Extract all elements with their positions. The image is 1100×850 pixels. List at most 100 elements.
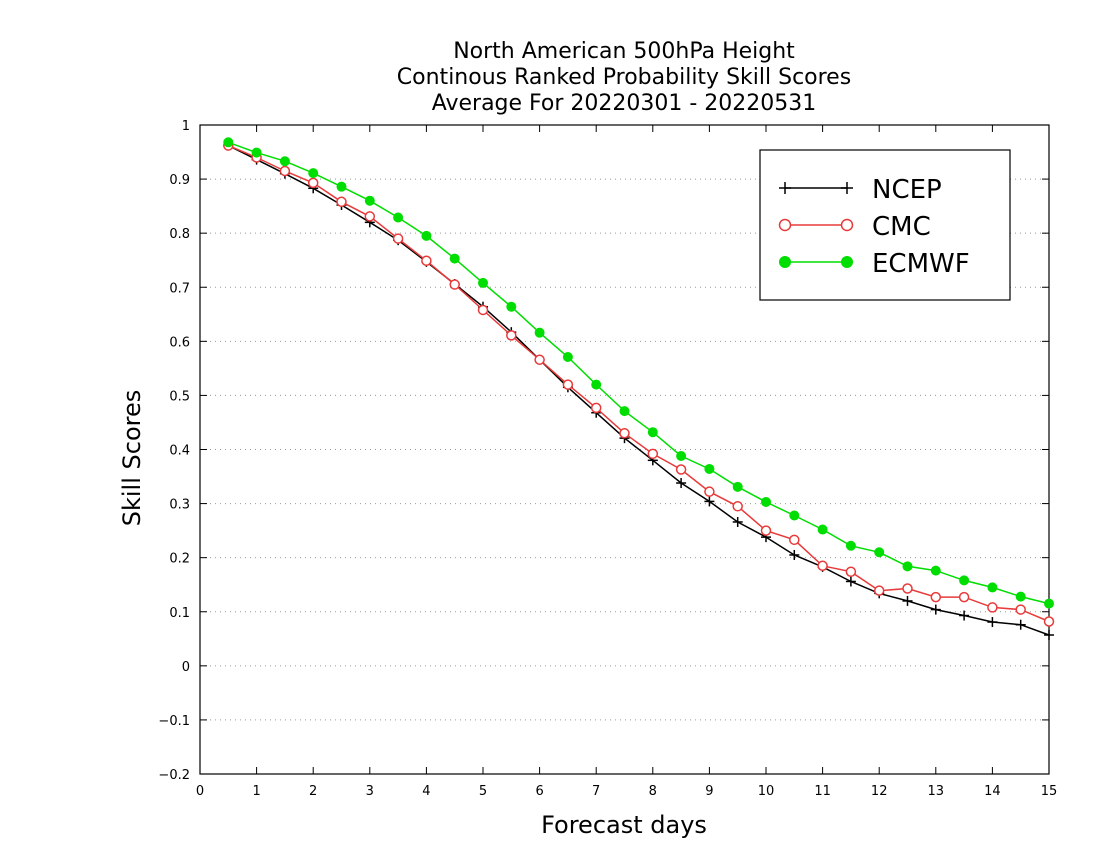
filled-circle-marker: [421, 230, 432, 241]
open-circle-marker: [1043, 616, 1055, 627]
y-tick-label: 0: [182, 660, 190, 675]
open-circle-marker: [704, 486, 715, 497]
legend: NCEP CMC ECMWF: [759, 149, 1011, 301]
y-tick-label: 1: [182, 119, 190, 134]
filled-circle-marker: [959, 575, 970, 586]
y-tick-label: −0.2: [158, 768, 190, 783]
x-tick-label: 14: [984, 784, 1001, 799]
y-tick-label: −0.1: [158, 714, 190, 729]
y-tick-label: 0.3: [169, 498, 190, 513]
chart-title-line-3: Average For 20220301 - 20220531: [432, 91, 817, 116]
x-axis: 0 1 2 3 4 5 6 7 8 9 10 11 12 13 14 15: [196, 125, 1057, 799]
filled-circle-marker: [845, 540, 856, 551]
legend-item-ncep: NCEP: [779, 175, 942, 205]
x-tick-label: 4: [422, 784, 430, 799]
x-tick-label: 6: [535, 784, 543, 799]
plus-marker: [930, 604, 941, 615]
series-ecmwf: [223, 137, 1054, 609]
plus-marker: [704, 496, 715, 507]
open-circle-marker: [760, 525, 772, 536]
open-circle-marker: [873, 585, 885, 596]
filled-circle-marker: [761, 496, 771, 507]
open-circle-marker: [477, 304, 489, 316]
y-axis-label: Skill Scores: [118, 390, 146, 527]
legend-label: NCEP: [872, 175, 942, 205]
y-tick-label: 0.7: [169, 281, 190, 296]
open-circle-marker: [421, 255, 432, 266]
x-tick-label: 3: [366, 784, 374, 799]
x-tick-label: 7: [592, 784, 600, 799]
open-circle-marker: [506, 330, 517, 341]
filled-circle-marker: [647, 427, 658, 438]
x-tick-label: 1: [252, 784, 260, 799]
y-tick-label: 0.6: [169, 335, 190, 350]
plus-marker: [845, 576, 856, 587]
legend-label: ECMWF: [872, 249, 970, 279]
legend-label: CMC: [872, 212, 931, 242]
open-circle-marker: [930, 591, 942, 603]
filled-circle-marker: [676, 450, 687, 461]
plus-marker: [1015, 619, 1026, 630]
open-circle-marker: [449, 279, 460, 290]
open-circle-marker: [590, 402, 602, 414]
x-tick-label: 15: [1041, 784, 1058, 799]
open-circle-marker: [336, 196, 347, 208]
x-axis-label: Forecast days: [541, 811, 707, 839]
open-circle-marker: [845, 566, 857, 577]
plus-marker: [902, 595, 913, 606]
filled-circle-marker: [987, 582, 998, 593]
chart-title-line-1: North American 500hPa Height: [453, 39, 795, 64]
open-circle-marker: [279, 165, 291, 177]
filled-circle-marker: [336, 181, 347, 192]
open-circle-marker: [392, 233, 404, 244]
filled-circle-marker: [930, 565, 941, 576]
open-circle-marker: [647, 448, 659, 460]
filled-circle-marker: [789, 510, 800, 521]
open-circle-marker: [778, 218, 792, 232]
filled-circle-marker: [732, 481, 743, 492]
filled-circle-marker: [1044, 598, 1054, 609]
plus-marker: [987, 617, 998, 628]
x-tick-label: 8: [649, 784, 657, 799]
x-tick-label: 0: [196, 784, 204, 799]
plus-marker: [1044, 630, 1054, 641]
filled-circle-marker: [393, 212, 404, 223]
open-circle-marker: [562, 379, 574, 390]
legend-item-cmc: CMC: [778, 212, 931, 242]
open-circle-marker: [732, 501, 743, 512]
series: [223, 137, 1055, 641]
filled-circle-marker: [841, 256, 853, 268]
filled-circle-marker: [591, 379, 602, 390]
open-circle-marker: [958, 591, 970, 603]
filled-circle-marker: [619, 406, 630, 417]
open-circle-marker: [840, 218, 854, 232]
x-tick-label: 9: [705, 784, 713, 799]
y-axis: −0.2 −0.1 0 0.1 0.2 0.3 0.4 0.5 0.6 0.7 0.8 0.9 1: [158, 119, 1049, 783]
x-tick-label: 11: [814, 784, 831, 799]
filled-circle-marker: [364, 195, 375, 206]
series-line-ncep: [227, 144, 1050, 636]
x-tick-label: 5: [479, 784, 487, 799]
filled-circle-marker: [449, 253, 460, 264]
open-circle-marker: [902, 583, 913, 594]
x-tick-label: 10: [758, 784, 775, 799]
plus-marker: [779, 182, 791, 194]
filled-circle-marker: [478, 277, 488, 288]
filled-circle-marker: [562, 352, 573, 363]
y-tick-label: 0.8: [169, 227, 190, 242]
plus-marker: [789, 549, 800, 560]
filled-circle-marker: [251, 147, 262, 158]
open-circle-marker: [1015, 604, 1026, 615]
filled-circle-marker: [308, 168, 319, 179]
filled-circle-marker: [534, 327, 545, 338]
legend-item-ecmwf: ECMWF: [779, 249, 970, 279]
filled-circle-marker: [223, 137, 234, 148]
y-tick-label: 0.4: [169, 444, 190, 459]
series-cmc: [223, 140, 1055, 627]
filled-circle-marker: [1015, 591, 1026, 602]
open-circle-marker: [789, 534, 800, 546]
chart-title-line-2: Continous Ranked Probability Skill Score…: [397, 65, 851, 90]
filled-circle-marker: [817, 524, 828, 535]
